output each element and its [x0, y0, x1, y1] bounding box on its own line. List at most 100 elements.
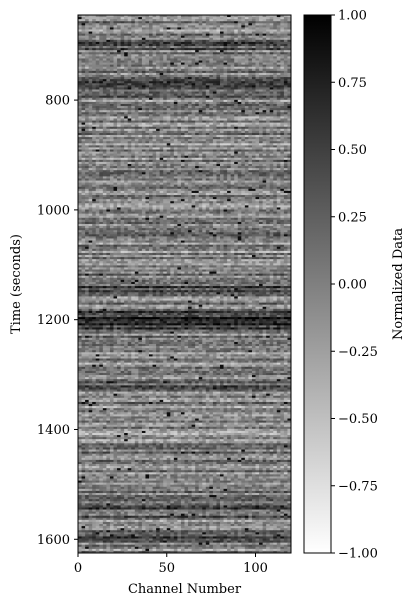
heatmap-cell — [230, 93, 235, 97]
heatmap-cell — [216, 139, 221, 142]
heatmap-cell — [248, 139, 253, 142]
heatmap-cell — [177, 120, 182, 123]
heatmap-cell — [220, 64, 224, 68]
heatmap-cell — [102, 155, 107, 159]
heatmap-cell — [184, 143, 189, 146]
heatmap-cell — [149, 166, 153, 169]
heatmap-cell — [198, 155, 203, 159]
heatmap-cell — [198, 116, 203, 119]
heatmap-cell — [99, 66, 104, 70]
heatmap-cell — [106, 135, 111, 138]
heatmap-cell — [251, 166, 256, 169]
heatmap-cell — [177, 91, 182, 95]
heatmap-cell — [102, 176, 107, 179]
heatmap-cell — [163, 145, 168, 148]
heatmap-cell — [131, 52, 136, 55]
heatmap-cell — [276, 118, 281, 121]
heatmap-cell — [212, 147, 217, 150]
heatmap-cell — [163, 27, 168, 30]
heatmap-cell — [234, 128, 239, 132]
heatmap-cell — [283, 168, 288, 171]
heatmap-cell — [230, 101, 235, 105]
heatmap-cell — [227, 135, 232, 138]
heatmap-cell — [78, 75, 82, 78]
heatmap-cell — [95, 168, 100, 171]
heatmap-cell — [276, 166, 281, 169]
heatmap-cell — [102, 43, 107, 47]
heatmap-cell — [134, 99, 139, 103]
heatmap-cell — [251, 180, 256, 184]
heatmap-cell — [262, 118, 267, 121]
heatmap-cell — [113, 114, 118, 117]
heatmap-cell — [127, 79, 132, 82]
heatmap-cell — [138, 62, 143, 66]
heatmap-cell — [78, 89, 82, 92]
heatmap-cell — [280, 168, 285, 171]
heatmap-cell — [127, 137, 132, 140]
heatmap-cell — [141, 153, 146, 157]
heatmap-cell — [195, 50, 200, 53]
heatmap-cell — [92, 35, 97, 39]
heatmap-cell — [273, 58, 278, 61]
heatmap-cell — [280, 122, 285, 126]
heatmap-cell — [99, 184, 104, 188]
heatmap-cell — [248, 141, 253, 144]
heatmap-cell — [205, 116, 210, 119]
heatmap-cell — [287, 79, 292, 82]
heatmap-cell — [220, 52, 224, 55]
heatmap-cell — [102, 130, 107, 134]
heatmap-cell — [159, 128, 164, 132]
heatmap-cell — [141, 48, 146, 51]
heatmap-cell — [266, 132, 271, 136]
heatmap-cell — [251, 130, 256, 134]
heatmap-cell — [276, 124, 281, 128]
heatmap-cell — [145, 137, 150, 140]
heatmap-cell — [276, 153, 281, 157]
heatmap-cell — [227, 106, 232, 109]
heatmap-cell — [117, 112, 121, 115]
heatmap-cell — [163, 172, 168, 175]
heatmap-cell — [241, 135, 246, 138]
heatmap-cell — [131, 166, 136, 169]
heatmap-cell — [95, 126, 100, 130]
heatmap-cell — [117, 101, 121, 105]
heatmap-cell — [237, 52, 242, 55]
heatmap-cell — [127, 163, 132, 167]
heatmap-cell — [92, 91, 97, 95]
heatmap-cell — [209, 122, 214, 126]
heatmap-cell — [92, 31, 97, 35]
heatmap-cell — [255, 132, 260, 136]
heatmap-cell — [102, 99, 107, 103]
heatmap-cell — [195, 130, 200, 134]
heatmap-cell — [276, 17, 281, 20]
heatmap-cell — [81, 114, 86, 117]
heatmap-cell — [212, 75, 217, 78]
heatmap-cell — [141, 103, 146, 107]
heatmap-cell — [223, 52, 228, 55]
heatmap-cell — [120, 97, 125, 101]
heatmap-cell — [276, 68, 281, 72]
heatmap-cell — [95, 139, 100, 142]
heatmap-cell — [113, 43, 118, 47]
heatmap-cell — [124, 151, 129, 155]
heatmap-cell — [134, 35, 139, 39]
heatmap-cell — [195, 153, 200, 157]
heatmap-cell — [166, 41, 171, 45]
heatmap-cell — [287, 48, 292, 51]
heatmap-cell — [170, 112, 175, 115]
heatmap-cell — [198, 33, 203, 37]
heatmap-cell — [237, 21, 242, 24]
heatmap-cell — [99, 166, 104, 169]
heatmap-cell — [198, 161, 203, 165]
heatmap-cell — [266, 48, 271, 51]
heatmap-cell — [188, 29, 192, 32]
heatmap-cell — [117, 110, 121, 113]
heatmap-cell — [191, 46, 196, 49]
heatmap-cell — [266, 163, 271, 167]
heatmap-cell — [220, 72, 224, 76]
heatmap-cell — [127, 17, 132, 20]
heatmap-cell — [273, 29, 278, 32]
heatmap-cell — [276, 15, 281, 18]
heatmap-cell — [216, 143, 221, 146]
heatmap-cell — [85, 95, 90, 99]
